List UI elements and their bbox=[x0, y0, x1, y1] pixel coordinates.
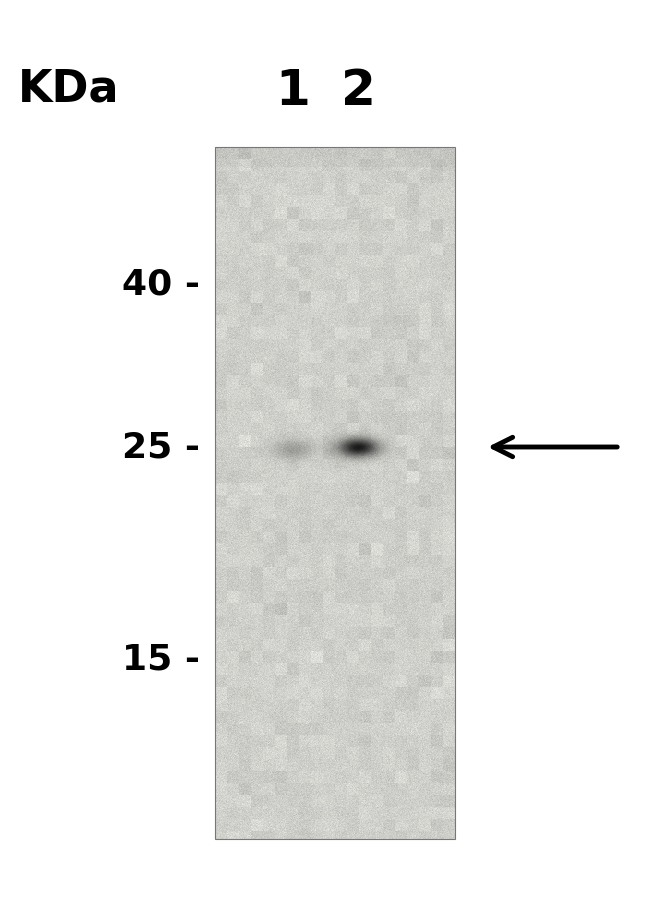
Bar bbox=[215, 148, 455, 839]
Text: 40 -: 40 - bbox=[122, 268, 200, 301]
Text: 15 -: 15 - bbox=[122, 642, 200, 676]
Text: KDa: KDa bbox=[18, 68, 120, 111]
Text: 2: 2 bbox=[341, 67, 376, 115]
Text: 1: 1 bbox=[276, 67, 311, 115]
Text: 25 -: 25 - bbox=[122, 430, 200, 465]
